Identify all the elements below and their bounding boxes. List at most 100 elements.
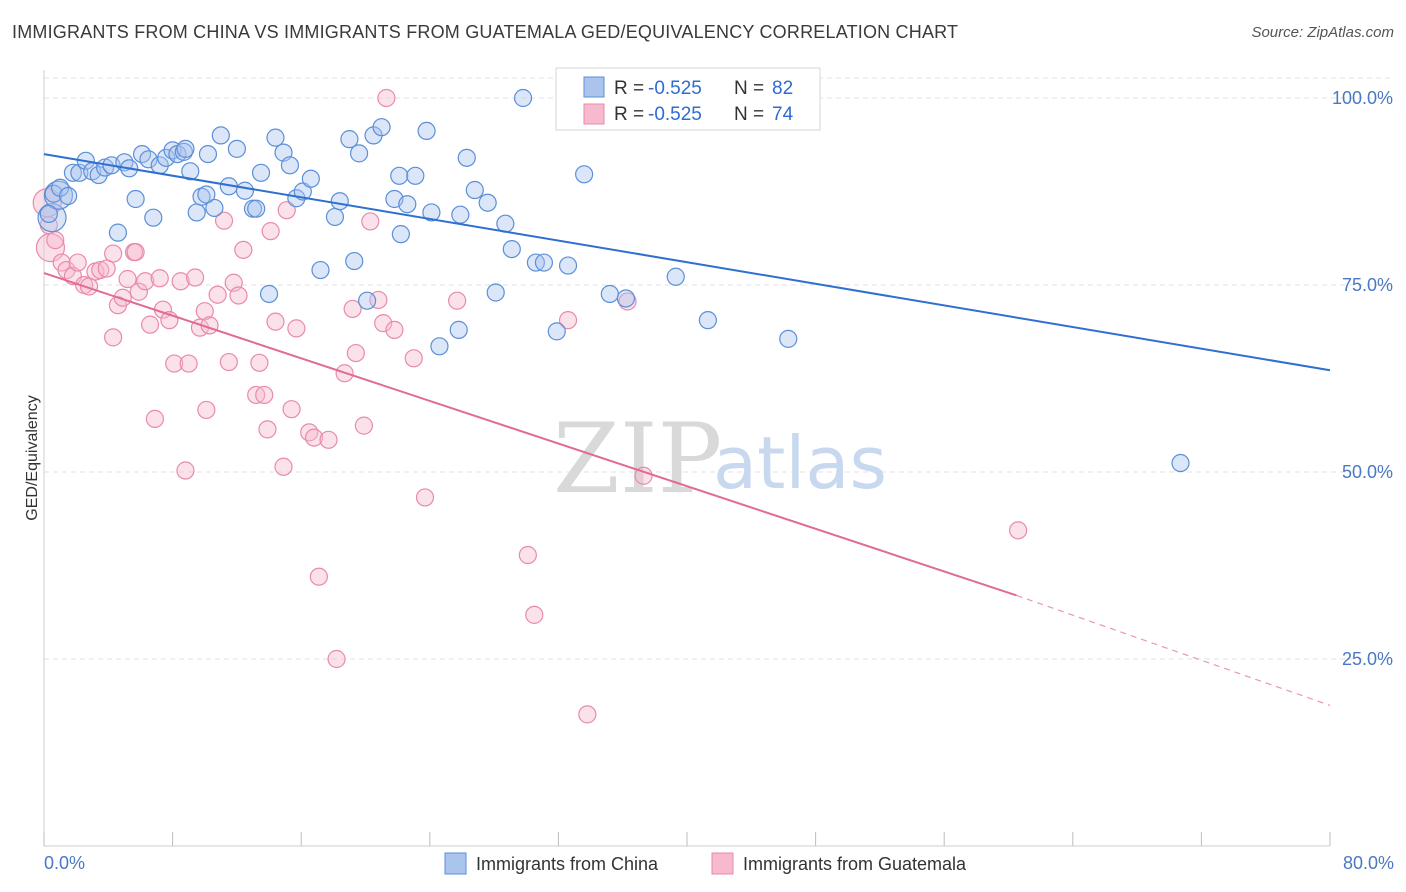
y-tick-label: 25.0% xyxy=(1342,649,1393,669)
watermark: ZIP atlas xyxy=(553,403,887,515)
legend-n-label-guatemala: N = xyxy=(734,104,764,125)
guatemala-point xyxy=(104,328,123,347)
guatemala-point xyxy=(618,292,637,311)
guatemala-point xyxy=(346,343,365,363)
china-point xyxy=(616,289,636,308)
guatemala-point xyxy=(343,299,362,319)
china-point xyxy=(259,284,279,304)
guatemala-point xyxy=(229,286,248,305)
guatemala-point xyxy=(558,311,578,330)
legend-r-label-guatemala: R = xyxy=(614,104,644,125)
guatemala-point xyxy=(287,319,306,338)
guatemala-point xyxy=(250,353,269,372)
china-point xyxy=(666,267,685,286)
chart-title: IMMIGRANTS FROM CHINA VS IMMIGRANTS FROM… xyxy=(12,22,959,42)
guatemala-point xyxy=(214,211,234,230)
guatemala-point xyxy=(150,269,169,288)
grid-lines xyxy=(44,77,1392,660)
china-point xyxy=(575,165,594,184)
china-point xyxy=(205,198,224,218)
china-point xyxy=(513,88,533,108)
china-point xyxy=(340,130,359,149)
guatemala-point xyxy=(258,420,277,439)
china-point xyxy=(422,203,441,222)
trend-line-china xyxy=(43,153,1331,372)
guatemala-point xyxy=(374,314,393,333)
legend-n-value-china: 82 xyxy=(772,78,793,99)
y-axis-tick-labels: 25.0% 50.0% 75.0% 100.0% xyxy=(1332,88,1393,669)
guatemala-point xyxy=(79,277,99,296)
china-point xyxy=(1171,453,1190,473)
x-tick-label-min: 0.0% xyxy=(44,853,85,873)
guatemala-point xyxy=(304,428,324,447)
china-point xyxy=(197,185,216,204)
correlation-legend: R = -0.525 N = 82 R = -0.525 N = 74 xyxy=(555,67,821,131)
source-note: Source: ZipAtlas.com xyxy=(1251,24,1394,41)
china-point xyxy=(465,180,484,200)
y-tick-label: 75.0% xyxy=(1342,275,1393,295)
x-tick-label-max: 80.0% xyxy=(1343,853,1394,873)
china-point xyxy=(358,291,377,310)
guatemala-point xyxy=(136,272,155,291)
china-point xyxy=(547,322,566,341)
china-point xyxy=(391,225,410,244)
series-china-points xyxy=(37,88,1190,473)
legend-r-value-china: -0.525 xyxy=(648,78,702,99)
legend-r-label-china: R = xyxy=(614,78,644,99)
china-point xyxy=(311,260,330,280)
watermark-atlas: atlas xyxy=(713,421,887,505)
bottom-legend-label-china: Immigrants from China xyxy=(476,854,659,874)
guatemala-point xyxy=(91,260,110,280)
china-point xyxy=(251,163,271,182)
y-axis-label: GED/Equivalency xyxy=(24,395,41,520)
guatemala-point xyxy=(385,320,404,339)
china-point xyxy=(192,187,211,206)
y-tick-label: 100.0% xyxy=(1332,88,1393,108)
china-point xyxy=(157,148,176,167)
guatemala-point xyxy=(145,409,165,428)
trend-line-guatemala-extension xyxy=(1016,594,1331,706)
china-point xyxy=(349,144,369,163)
guatemala-point xyxy=(319,430,338,449)
china-point xyxy=(139,150,158,169)
guatemala-point xyxy=(404,349,423,368)
china-point xyxy=(126,189,145,209)
china-point xyxy=(417,121,436,141)
guatemala-point xyxy=(309,567,328,586)
china-point xyxy=(390,166,409,185)
guatemala-point xyxy=(282,400,301,419)
guatemala-point xyxy=(176,461,195,480)
x-axis-ticks xyxy=(43,832,1331,846)
guatemala-point xyxy=(261,222,280,241)
china-point xyxy=(280,156,300,175)
legend-swatch-guatemala xyxy=(583,103,605,125)
trend-line-guatemala xyxy=(43,272,1017,597)
guatemala-point xyxy=(118,269,137,289)
china-point xyxy=(478,193,497,212)
china-point xyxy=(198,145,218,164)
china-point xyxy=(451,205,470,224)
y-tick-label: 50.0% xyxy=(1342,462,1393,482)
guatemala-point xyxy=(1009,521,1028,540)
china-point xyxy=(301,169,320,188)
china-point xyxy=(600,284,619,304)
china-point xyxy=(187,203,206,222)
guatemala-point xyxy=(179,354,198,373)
china-point xyxy=(325,207,345,227)
legend-n-value-guatemala: 74 xyxy=(772,104,794,125)
guatemala-point xyxy=(129,282,148,301)
china-point xyxy=(37,203,67,233)
guatemala-point xyxy=(113,288,132,307)
guatemala-point xyxy=(197,400,216,420)
china-point xyxy=(39,204,58,224)
china-point xyxy=(247,199,266,218)
china-point xyxy=(502,239,521,259)
guatemala-point xyxy=(274,457,293,476)
china-point xyxy=(486,283,505,302)
china-point xyxy=(266,128,285,147)
series-guatemala-points xyxy=(32,88,1028,724)
guatemala-point xyxy=(327,649,346,669)
guatemala-point xyxy=(448,291,467,310)
china-point xyxy=(534,253,554,272)
